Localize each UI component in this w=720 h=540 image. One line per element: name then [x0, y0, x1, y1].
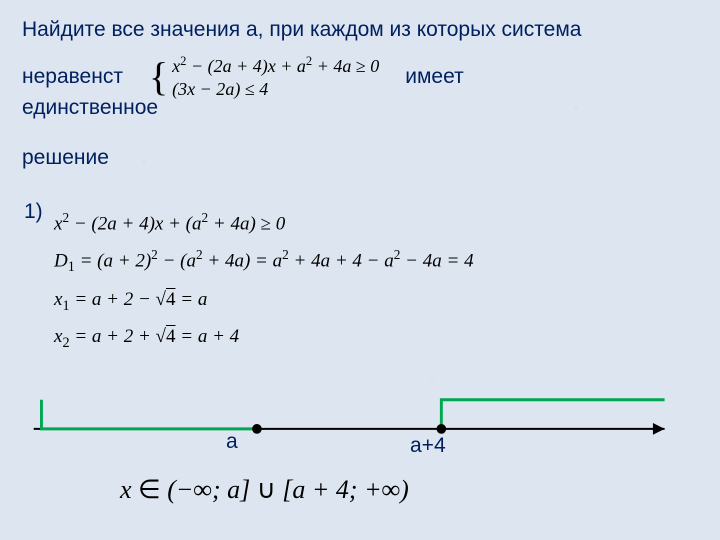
row-2: неравенст { x2 − (2a + 4)x + a2 + 4a ≥ 0… [22, 54, 698, 100]
system-line-2: (3x − 2a) ≤ 4 [172, 78, 379, 101]
solution-rays [41, 400, 664, 429]
row2-before: неравенст [22, 65, 123, 89]
interval-answer: x ∈ (−∞; a] ∪ [a + 4; +∞) [120, 475, 409, 505]
axis-arrow-icon [653, 423, 665, 435]
point-a [252, 424, 262, 434]
brace-icon: { [149, 59, 168, 95]
inequality-system: { x2 − (2a + 4)x + a2 + 4a ≥ 0 (3x − 2a)… [149, 54, 379, 100]
label-a-plus-4: a+4 [410, 434, 446, 458]
math-line-4: x2 = a + 2 + √4 = a + 4 [54, 319, 474, 357]
math-derivation: x2 − (2a + 4)x + (a2 + 4a) ≥ 0 D1 = (a +… [54, 205, 474, 357]
title-text: Найдите все значения а, при каждом из ко… [22, 18, 698, 42]
row2-after: имеет [405, 65, 463, 89]
system-line-1: x2 − (2a + 4)x + a2 + 4a ≥ 0 [172, 54, 379, 78]
number-line [24, 390, 684, 460]
step-number: 1) [24, 200, 43, 224]
row4-text: решение [22, 146, 698, 170]
label-a: a [226, 430, 238, 454]
math-line-2: D1 = (a + 2)2 − (a2 + 4a) = a2 + 4a + 4 … [54, 242, 474, 281]
point-a-plus-4 [437, 424, 447, 434]
math-line-1: x2 − (2a + 4)x + (a2 + 4a) ≥ 0 [54, 205, 474, 242]
math-line-3: x1 = a + 2 − √4 = a [54, 282, 474, 320]
